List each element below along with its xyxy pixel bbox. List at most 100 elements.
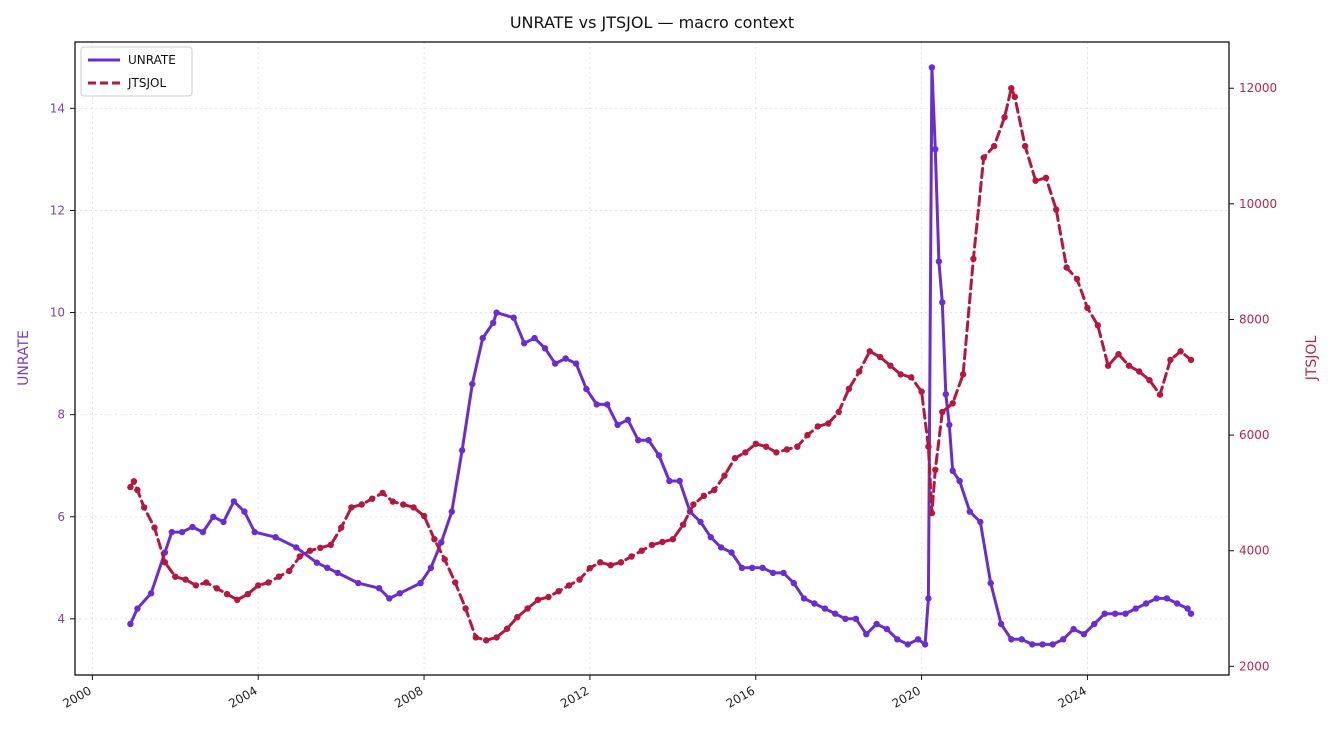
data-point-unrate: [1122, 610, 1129, 617]
y-left-tick-label: 12: [50, 203, 65, 217]
data-point-jtsjol: [1167, 356, 1174, 364]
data-point-jtsjol: [762, 443, 770, 450]
data-point-jtsjol: [140, 504, 148, 511]
data-point-jtsjol: [825, 420, 832, 427]
data-point-unrate: [241, 508, 248, 515]
data-point-unrate: [997, 620, 1005, 628]
data-point-unrate: [707, 534, 714, 541]
data-point-jtsjol: [296, 553, 303, 560]
data-point-jtsjol: [514, 614, 521, 621]
data-point-unrate: [697, 518, 704, 526]
data-point-unrate: [873, 620, 880, 628]
data-point-jtsjol: [597, 559, 604, 566]
data-point-jtsjol: [1001, 114, 1008, 121]
data-point-unrate: [614, 421, 621, 429]
data-point-jtsjol: [1104, 362, 1112, 369]
data-point-jtsjol: [959, 371, 967, 378]
data-point-unrate: [583, 385, 590, 393]
data-point-jtsjol: [452, 579, 459, 586]
data-point-unrate: [1080, 631, 1088, 638]
y-left-tick-label: 4: [57, 612, 65, 626]
data-point-unrate: [189, 523, 196, 531]
data-point-unrate: [749, 564, 756, 571]
data-point-jtsjol: [794, 443, 801, 450]
data-point-unrate: [1187, 610, 1195, 617]
data-point-unrate: [932, 146, 939, 153]
data-point-unrate: [852, 615, 860, 622]
data-point-jtsjol: [908, 374, 915, 381]
data-point-unrate: [832, 610, 839, 617]
data-point-unrate: [966, 508, 973, 515]
data-point-jtsjol: [327, 541, 334, 549]
data-point-unrate: [1049, 641, 1056, 648]
data-point-unrate: [759, 564, 766, 571]
data-point-unrate: [1039, 641, 1046, 648]
y-right-tick-label: 2000: [1239, 659, 1270, 673]
chart-title: UNRATE vs JTSJOL — macro context: [510, 13, 794, 32]
data-point-jtsjol: [731, 455, 739, 462]
data-point-unrate: [821, 605, 829, 612]
data-point-jtsjol: [804, 431, 811, 439]
data-point-jtsjol: [389, 498, 396, 505]
data-point-jtsjol: [462, 605, 469, 612]
data-point-jtsjol: [970, 255, 977, 262]
data-point-jtsjol: [379, 489, 386, 497]
data-point-jtsjol: [182, 576, 189, 583]
data-point-unrate: [541, 345, 549, 352]
data-point-unrate: [375, 585, 383, 592]
data-point-unrate: [417, 579, 424, 587]
data-point-jtsjol: [721, 472, 728, 479]
data-point-jtsjol: [134, 486, 141, 494]
data-point-unrate: [510, 314, 517, 321]
data-point-unrate: [1163, 595, 1171, 602]
data-point-jtsjol: [576, 576, 583, 583]
data-point-unrate: [448, 508, 455, 515]
data-point-jtsjol: [1053, 206, 1060, 213]
data-point-unrate: [438, 539, 445, 546]
data-point-unrate: [977, 518, 984, 526]
data-point-unrate: [655, 452, 663, 459]
data-point-jtsjol: [877, 353, 884, 361]
data-point-jtsjol: [887, 362, 894, 369]
y-left-tick-label: 14: [50, 101, 65, 115]
data-point-jtsjol: [617, 559, 625, 566]
data-point-unrate: [1184, 605, 1191, 612]
data-point-jtsjol: [265, 579, 272, 586]
data-point-jtsjol: [130, 478, 138, 485]
data-point-unrate: [427, 564, 435, 571]
data-point-unrate: [293, 544, 300, 551]
data-point-jtsjol: [1011, 93, 1018, 101]
data-point-unrate: [942, 391, 949, 398]
data-point-jtsjol: [348, 504, 355, 511]
data-point-jtsjol: [213, 585, 220, 592]
series-layer: [127, 64, 1195, 648]
data-point-jtsjol: [866, 348, 873, 355]
data-point-jtsjol: [586, 564, 594, 572]
data-point-jtsjol: [472, 634, 479, 641]
data-point-jtsjol: [503, 625, 511, 632]
y-axis-right-label: JTSJOL: [1304, 336, 1320, 382]
data-point-unrate: [386, 595, 393, 602]
data-point-jtsjol: [700, 492, 708, 499]
data-point-jtsjol: [400, 501, 407, 508]
data-point-unrate: [1111, 610, 1119, 617]
data-point-unrate: [925, 595, 932, 602]
data-point-unrate: [624, 416, 632, 423]
data-point-jtsjol: [897, 371, 904, 378]
data-point-unrate: [134, 605, 141, 612]
data-point-jtsjol: [369, 495, 376, 502]
data-point-unrate: [490, 319, 497, 326]
data-point-unrate: [127, 620, 134, 628]
data-point-unrate: [251, 528, 258, 536]
data-point-jtsjol: [317, 544, 324, 551]
data-point-jtsjol: [1115, 351, 1122, 358]
legend-label-jtsjol: JTSJOL: [127, 76, 166, 90]
data-point-unrate: [921, 641, 929, 648]
data-point-unrate: [1060, 636, 1067, 643]
data-point-jtsjol: [1136, 368, 1143, 375]
data-point-jtsjol: [607, 562, 614, 569]
data-point-unrate: [572, 360, 580, 367]
data-point-unrate: [811, 600, 818, 607]
data-point-unrate: [210, 513, 217, 520]
data-point-jtsjol: [1042, 174, 1050, 181]
